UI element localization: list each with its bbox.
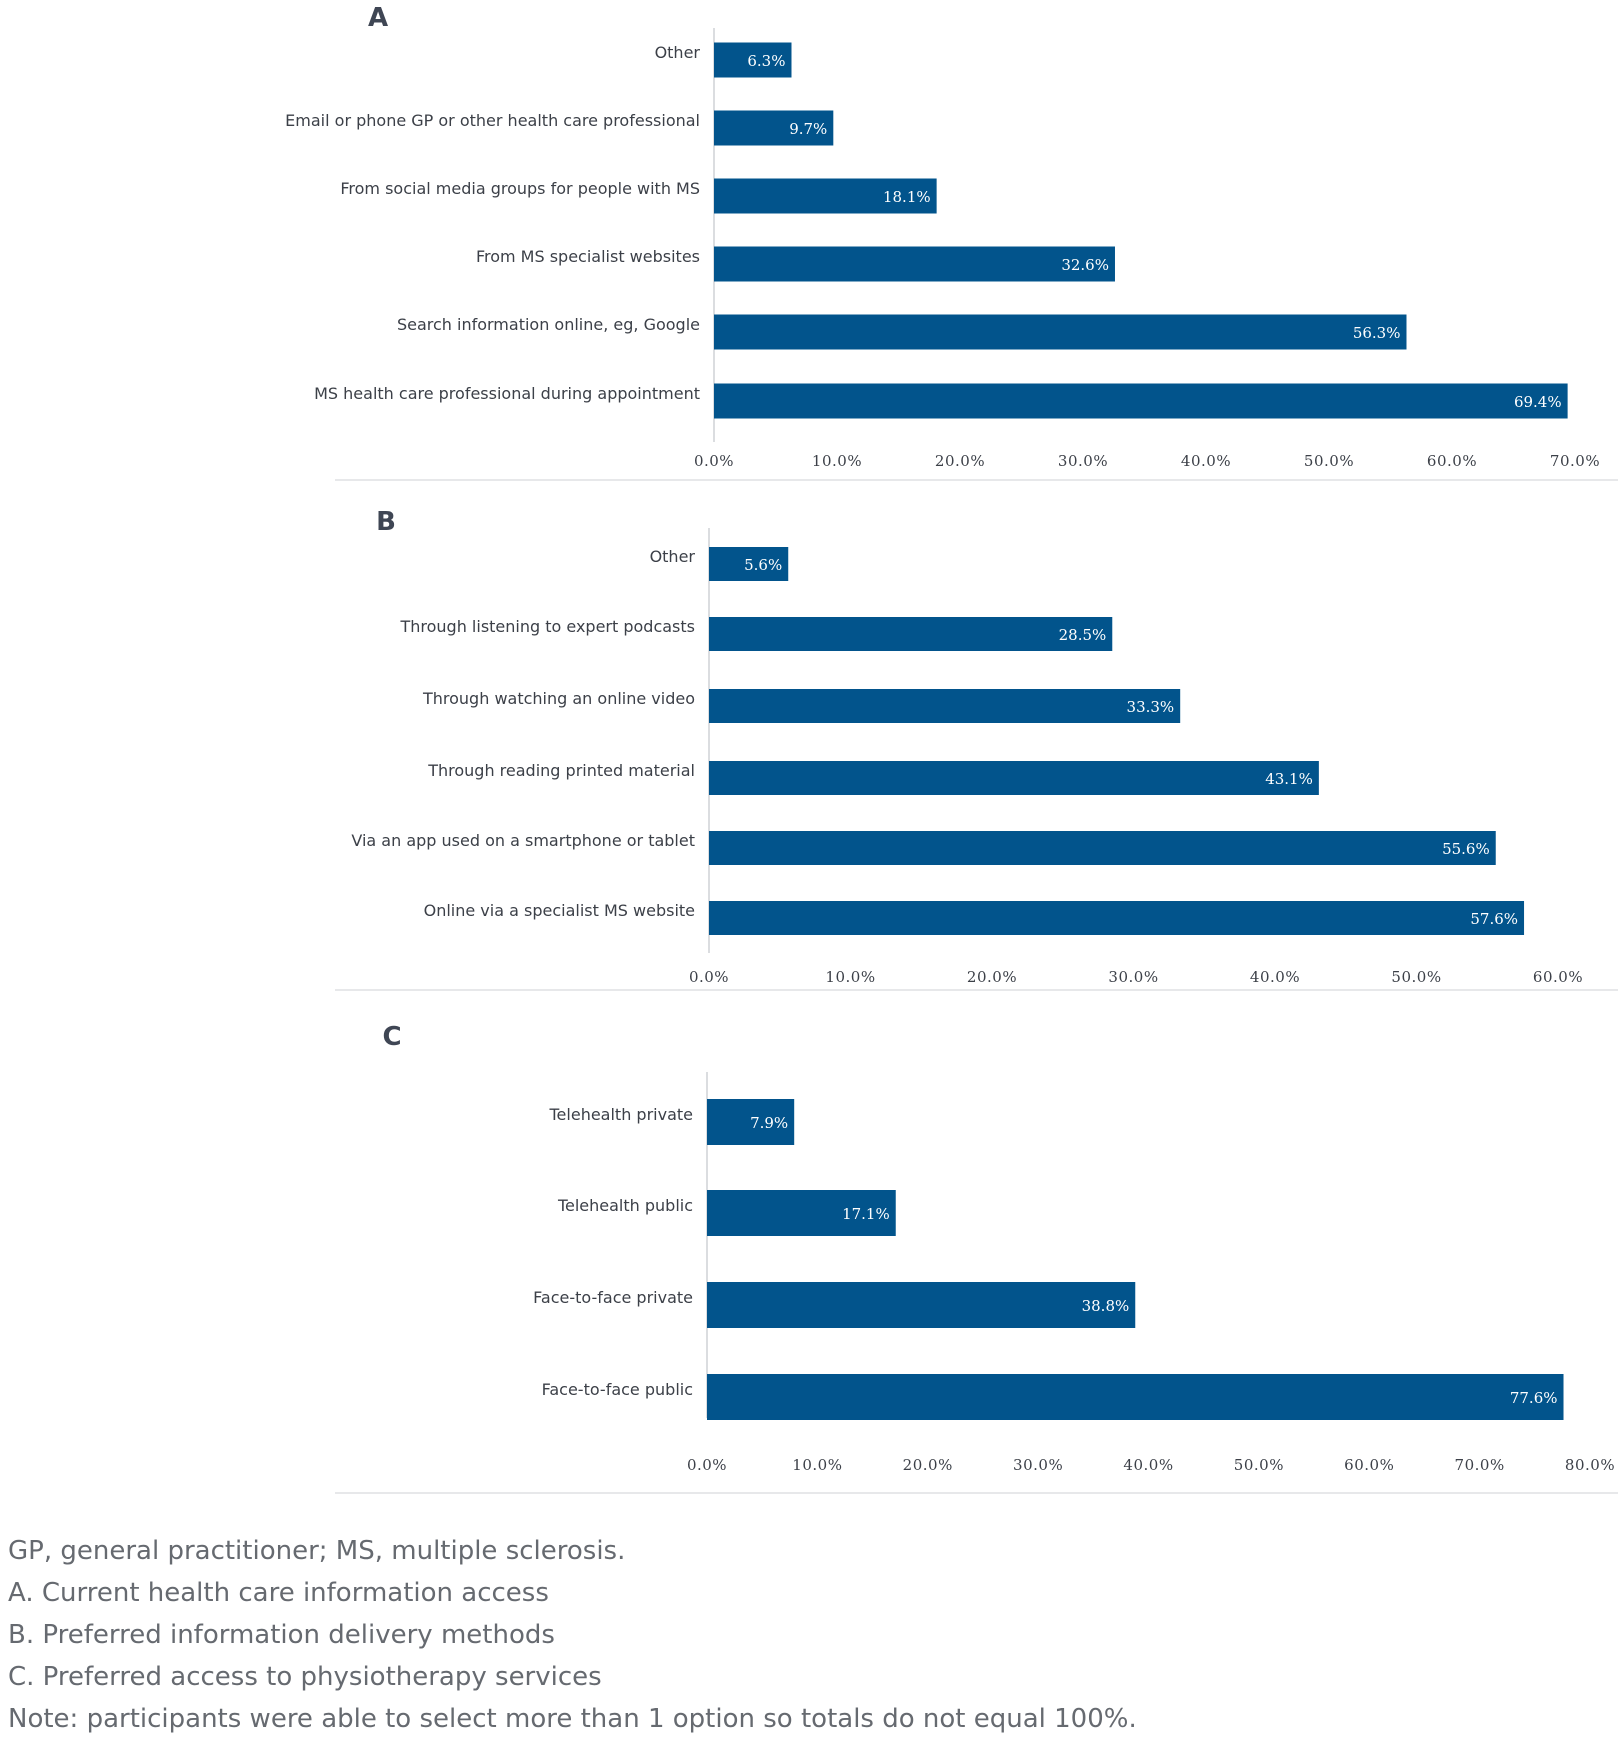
panel-a-tick-label: 0.0% <box>694 452 734 470</box>
panel-c-bar <box>707 1099 795 1145</box>
panel-b-bar <box>709 831 1496 865</box>
panel-a-tick-label: 50.0% <box>1304 452 1354 470</box>
panel-b-category-label: Through listening to expert podcasts <box>399 617 695 636</box>
panel-a-bar <box>714 42 792 78</box>
panel-b-tick-label: 30.0% <box>1108 968 1158 986</box>
panel-b-category-label: Online via a specialist MS website <box>424 901 695 920</box>
panel-b-caption: B. Preferred information delivery method… <box>8 1620 555 1650</box>
panel-b-data-label: 57.6% <box>1470 910 1518 928</box>
panel-a-bar <box>714 383 1568 419</box>
figure-notes: GP, general practitioner; MS, multiple s… <box>8 1530 1608 1740</box>
panel-a-tick-label: 20.0% <box>935 452 985 470</box>
panel-c-category-label: Face-to-face private <box>533 1288 693 1307</box>
panel-c-category-label: Telehealth public <box>557 1196 693 1215</box>
panel-a-tick-label: 60.0% <box>1427 452 1477 470</box>
panel-c-tick-label: 40.0% <box>1123 1456 1173 1474</box>
panel-a-bar <box>714 178 937 214</box>
panel-a-tick-label: 10.0% <box>812 452 862 470</box>
panel-c-data-label: 38.8% <box>1082 1297 1130 1315</box>
panel-b-tick-label: 60.0% <box>1533 968 1583 986</box>
panel-a-tick-label: 70.0% <box>1550 452 1600 470</box>
panel-b-bar <box>709 761 1319 795</box>
panel-b-tick-label: 20.0% <box>967 968 1017 986</box>
panel-b-bar <box>709 547 789 581</box>
panel-a-category-label: Other <box>655 43 701 62</box>
panel-a-data-label: 9.7% <box>789 120 827 138</box>
figure-canvas: A Other 6.3% Email or phone GP or other hea… <box>285 3 1618 1494</box>
abbreviation-note: GP, general practitioner; MS, multiple s… <box>8 1536 626 1566</box>
panel-c-tick-label: 50.0% <box>1234 1456 1284 1474</box>
panel-b-tick-label: 0.0% <box>689 968 729 986</box>
panel-b-category-label: Through watching an online video <box>422 689 695 708</box>
panel-a-data-label: 69.4% <box>1514 393 1562 411</box>
panel-b-category-label: Through reading printed material <box>427 761 695 780</box>
totals-note: Note: participants were able to select m… <box>8 1704 1137 1734</box>
panel-c-tick-label: 60.0% <box>1344 1456 1394 1474</box>
panel-b-letter: B <box>376 507 396 537</box>
panel-a-caption: A. Current health care information acces… <box>8 1578 549 1608</box>
panel-a-bar <box>714 110 834 146</box>
panel-a-tick-label: 40.0% <box>1181 452 1231 470</box>
panel-a-data-label: 18.1% <box>883 188 931 206</box>
panel-a-bar <box>714 314 1407 350</box>
panel-c-tick-label: 30.0% <box>1013 1456 1063 1474</box>
panel-a-category-label: Search information online, eg, Google <box>397 315 700 334</box>
panel-b-category-label: Via an app used on a smartphone or table… <box>351 831 695 850</box>
panel-c-data-label: 77.6% <box>1510 1389 1558 1407</box>
panel-a-category-label: Email or phone GP or other health care p… <box>285 111 700 130</box>
panel-a-data-label: 6.3% <box>747 52 785 70</box>
panel-c-tick-label: 80.0% <box>1565 1456 1615 1474</box>
panel-b-tick-label: 40.0% <box>1250 968 1300 986</box>
panel-a-bar <box>714 246 1115 282</box>
panel-b-category-label: Other <box>650 547 696 566</box>
panel-c-tick-label: 10.0% <box>792 1456 842 1474</box>
panel-a-data-label: 56.3% <box>1353 324 1401 342</box>
panel-c-bar <box>707 1190 896 1236</box>
panel-c-tick-label: 20.0% <box>903 1456 953 1474</box>
panel-b-data-label: 28.5% <box>1059 626 1107 644</box>
panel-b-data-label: 33.3% <box>1127 698 1175 716</box>
panel-c-caption: C. Preferred access to physiotherapy ser… <box>8 1662 602 1692</box>
panel-a-data-label: 32.6% <box>1061 256 1109 274</box>
panel-c-bar <box>707 1374 1564 1420</box>
panel-b-tick-label: 50.0% <box>1391 968 1441 986</box>
panel-b-bar <box>709 901 1525 935</box>
panel-a-category-label: From social media groups for people with… <box>340 179 700 198</box>
panel-c-category-label: Face-to-face public <box>542 1380 693 1399</box>
panel-b-data-label: 43.1% <box>1265 770 1313 788</box>
panel-c-category-label: Telehealth private <box>549 1105 694 1124</box>
panel-b-bar <box>709 689 1181 723</box>
panel-a-letter: A <box>368 3 388 33</box>
panel-b-data-label: 5.6% <box>744 556 782 574</box>
panel-c-bar <box>707 1282 1136 1328</box>
panel-c-data-label: 17.1% <box>842 1205 890 1223</box>
panel-b-data-label: 55.6% <box>1442 840 1490 858</box>
panel-c-tick-label: 0.0% <box>687 1456 727 1474</box>
panel-c-tick-label: 70.0% <box>1455 1456 1505 1474</box>
panel-a-category-label: MS health care professional during appoi… <box>314 384 700 403</box>
panel-c-data-label: 7.9% <box>750 1114 788 1132</box>
panel-c-letter: C <box>382 1022 401 1052</box>
panel-b-tick-label: 10.0% <box>825 968 875 986</box>
panel-b-bar <box>709 617 1113 651</box>
panel-a-tick-label: 30.0% <box>1058 452 1108 470</box>
panel-a-category-label: From MS specialist websites <box>476 247 700 266</box>
